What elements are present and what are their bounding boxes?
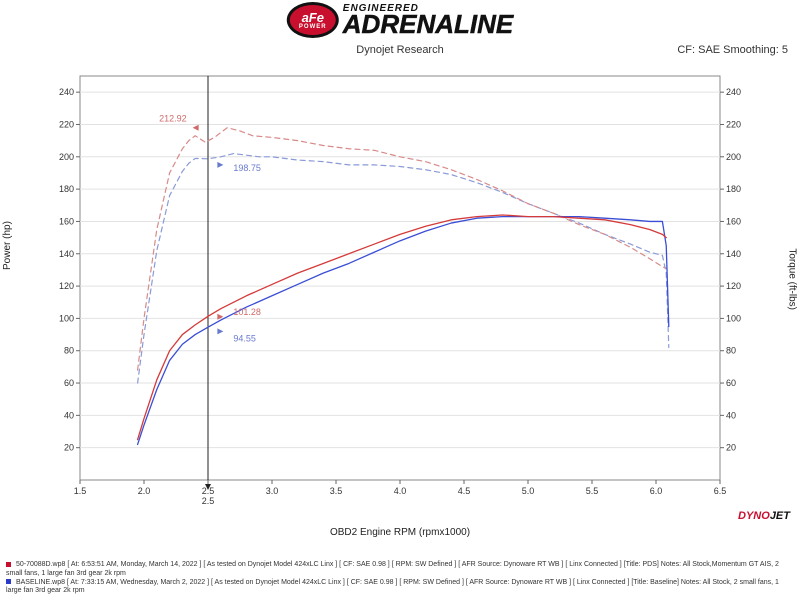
header: aFe POWER ENGINEERED ADRENALINE Dynojet …	[0, 0, 800, 60]
svg-text:40: 40	[64, 410, 74, 420]
footer-legend: 50-70088D.wp8 [ At: 6:53:51 AM, Monday, …	[6, 561, 794, 596]
brand-text: ENGINEERED ADRENALINE	[343, 5, 513, 36]
dynojet-logo: DYNOJET	[738, 510, 790, 522]
svg-text:60: 60	[64, 378, 74, 388]
y-axis-right-label: Torque (ft-lbs)	[787, 248, 798, 310]
svg-text:3.5: 3.5	[330, 486, 343, 496]
svg-text:6.5: 6.5	[714, 486, 727, 496]
svg-text:180: 180	[726, 184, 741, 194]
svg-text:20: 20	[726, 443, 736, 453]
svg-text:160: 160	[726, 216, 741, 226]
svg-text:4.0: 4.0	[394, 486, 407, 496]
svg-text:200: 200	[726, 152, 741, 162]
svg-text:240: 240	[59, 87, 74, 97]
badge-power-text: POWER	[299, 24, 327, 30]
svg-text:198.75: 198.75	[233, 163, 261, 173]
dynojet-part1: DYNO	[738, 510, 770, 522]
cf-smoothing-label: CF: SAE Smoothing: 5	[677, 44, 788, 56]
svg-text:240: 240	[726, 87, 741, 97]
brand-adrenaline: ADRENALINE	[343, 13, 513, 35]
svg-text:160: 160	[59, 216, 74, 226]
footer-line-1: 50-70088D.wp8 [ At: 6:53:51 AM, Monday, …	[6, 561, 794, 579]
y-axis-left-label: Power (hp)	[2, 221, 13, 270]
svg-text:6.0: 6.0	[650, 486, 663, 496]
svg-text:40: 40	[726, 410, 736, 420]
svg-text:212.92: 212.92	[159, 114, 187, 124]
svg-text:5.0: 5.0	[522, 486, 535, 496]
svg-text:101.28: 101.28	[233, 307, 261, 317]
footer-text-1: 50-70088D.wp8 [ At: 6:53:51 AM, Monday, …	[6, 561, 779, 577]
dynojet-part2: JET	[770, 510, 790, 522]
svg-text:180: 180	[59, 184, 74, 194]
svg-text:200: 200	[59, 152, 74, 162]
svg-text:60: 60	[726, 378, 736, 388]
svg-text:1.5: 1.5	[74, 486, 87, 496]
dyno-chart: 20 20 40 40 60 60 80 80 100 100 120 120 140 140 160 160…	[45, 70, 755, 510]
svg-text:140: 140	[59, 249, 74, 259]
footer-line-2: BASELINE.wp8 [ At: 7:33:15 AM, Wednesday…	[6, 579, 794, 597]
afe-badge-icon: aFe POWER	[287, 2, 339, 38]
chart-svg: 20 20 40 40 60 60 80 80 100 100 120 120 140 140 160 160…	[45, 70, 755, 510]
svg-text:20: 20	[64, 443, 74, 453]
svg-text:220: 220	[726, 119, 741, 129]
svg-text:220: 220	[59, 119, 74, 129]
svg-text:4.5: 4.5	[458, 486, 471, 496]
svg-text:3.0: 3.0	[266, 486, 279, 496]
legend-marker-blue	[6, 579, 11, 584]
svg-text:2.5: 2.5	[202, 496, 215, 506]
svg-text:80: 80	[726, 346, 736, 356]
footer-text-2: BASELINE.wp8 [ At: 7:33:15 AM, Wednesday…	[6, 579, 779, 595]
svg-text:94.55: 94.55	[233, 333, 256, 343]
svg-text:2.0: 2.0	[138, 486, 151, 496]
svg-text:120: 120	[726, 281, 741, 291]
brand-logo: aFe POWER ENGINEERED ADRENALINE	[287, 2, 513, 38]
svg-text:5.5: 5.5	[586, 486, 599, 496]
svg-text:100: 100	[59, 313, 74, 323]
legend-marker-red	[6, 562, 11, 567]
badge-afe-text: aFe	[302, 11, 324, 24]
svg-text:120: 120	[59, 281, 74, 291]
svg-text:100: 100	[726, 313, 741, 323]
svg-text:80: 80	[64, 346, 74, 356]
svg-text:140: 140	[726, 249, 741, 259]
x-axis-label: OBD2 Engine RPM (rpmx1000)	[0, 527, 800, 538]
